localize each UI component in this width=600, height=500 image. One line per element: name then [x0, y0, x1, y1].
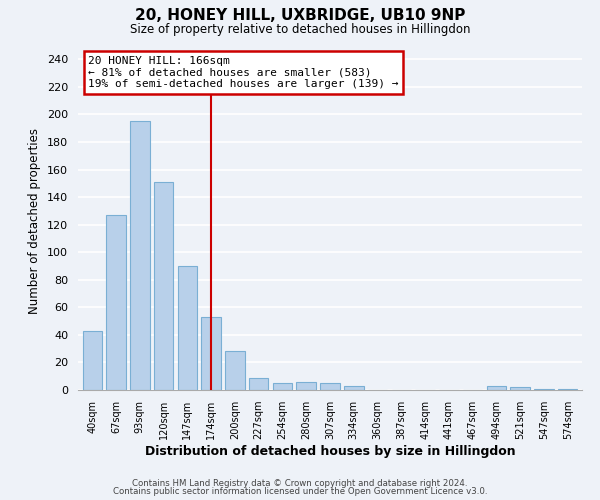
Bar	[154, 182, 173, 390]
Bar	[202, 317, 221, 390]
Bar	[225, 352, 245, 390]
Bar	[344, 386, 364, 390]
X-axis label: Distribution of detached houses by size in Hillingdon: Distribution of detached houses by size …	[145, 445, 515, 458]
Text: Size of property relative to detached houses in Hillingdon: Size of property relative to detached ho…	[130, 22, 470, 36]
Bar	[296, 382, 316, 390]
Bar	[487, 386, 506, 390]
Text: 20 HONEY HILL: 166sqm
← 81% of detached houses are smaller (583)
19% of semi-det: 20 HONEY HILL: 166sqm ← 81% of detached …	[88, 56, 398, 89]
Bar	[511, 387, 530, 390]
Y-axis label: Number of detached properties: Number of detached properties	[28, 128, 41, 314]
Bar	[83, 331, 102, 390]
Text: Contains HM Land Registry data © Crown copyright and database right 2024.: Contains HM Land Registry data © Crown c…	[132, 478, 468, 488]
Bar	[273, 383, 292, 390]
Bar	[534, 388, 554, 390]
Bar	[558, 388, 577, 390]
Text: Contains public sector information licensed under the Open Government Licence v3: Contains public sector information licen…	[113, 487, 487, 496]
Text: 20, HONEY HILL, UXBRIDGE, UB10 9NP: 20, HONEY HILL, UXBRIDGE, UB10 9NP	[135, 8, 465, 22]
Bar	[320, 383, 340, 390]
Bar	[178, 266, 197, 390]
Bar	[106, 215, 126, 390]
Bar	[130, 122, 149, 390]
Bar	[249, 378, 268, 390]
